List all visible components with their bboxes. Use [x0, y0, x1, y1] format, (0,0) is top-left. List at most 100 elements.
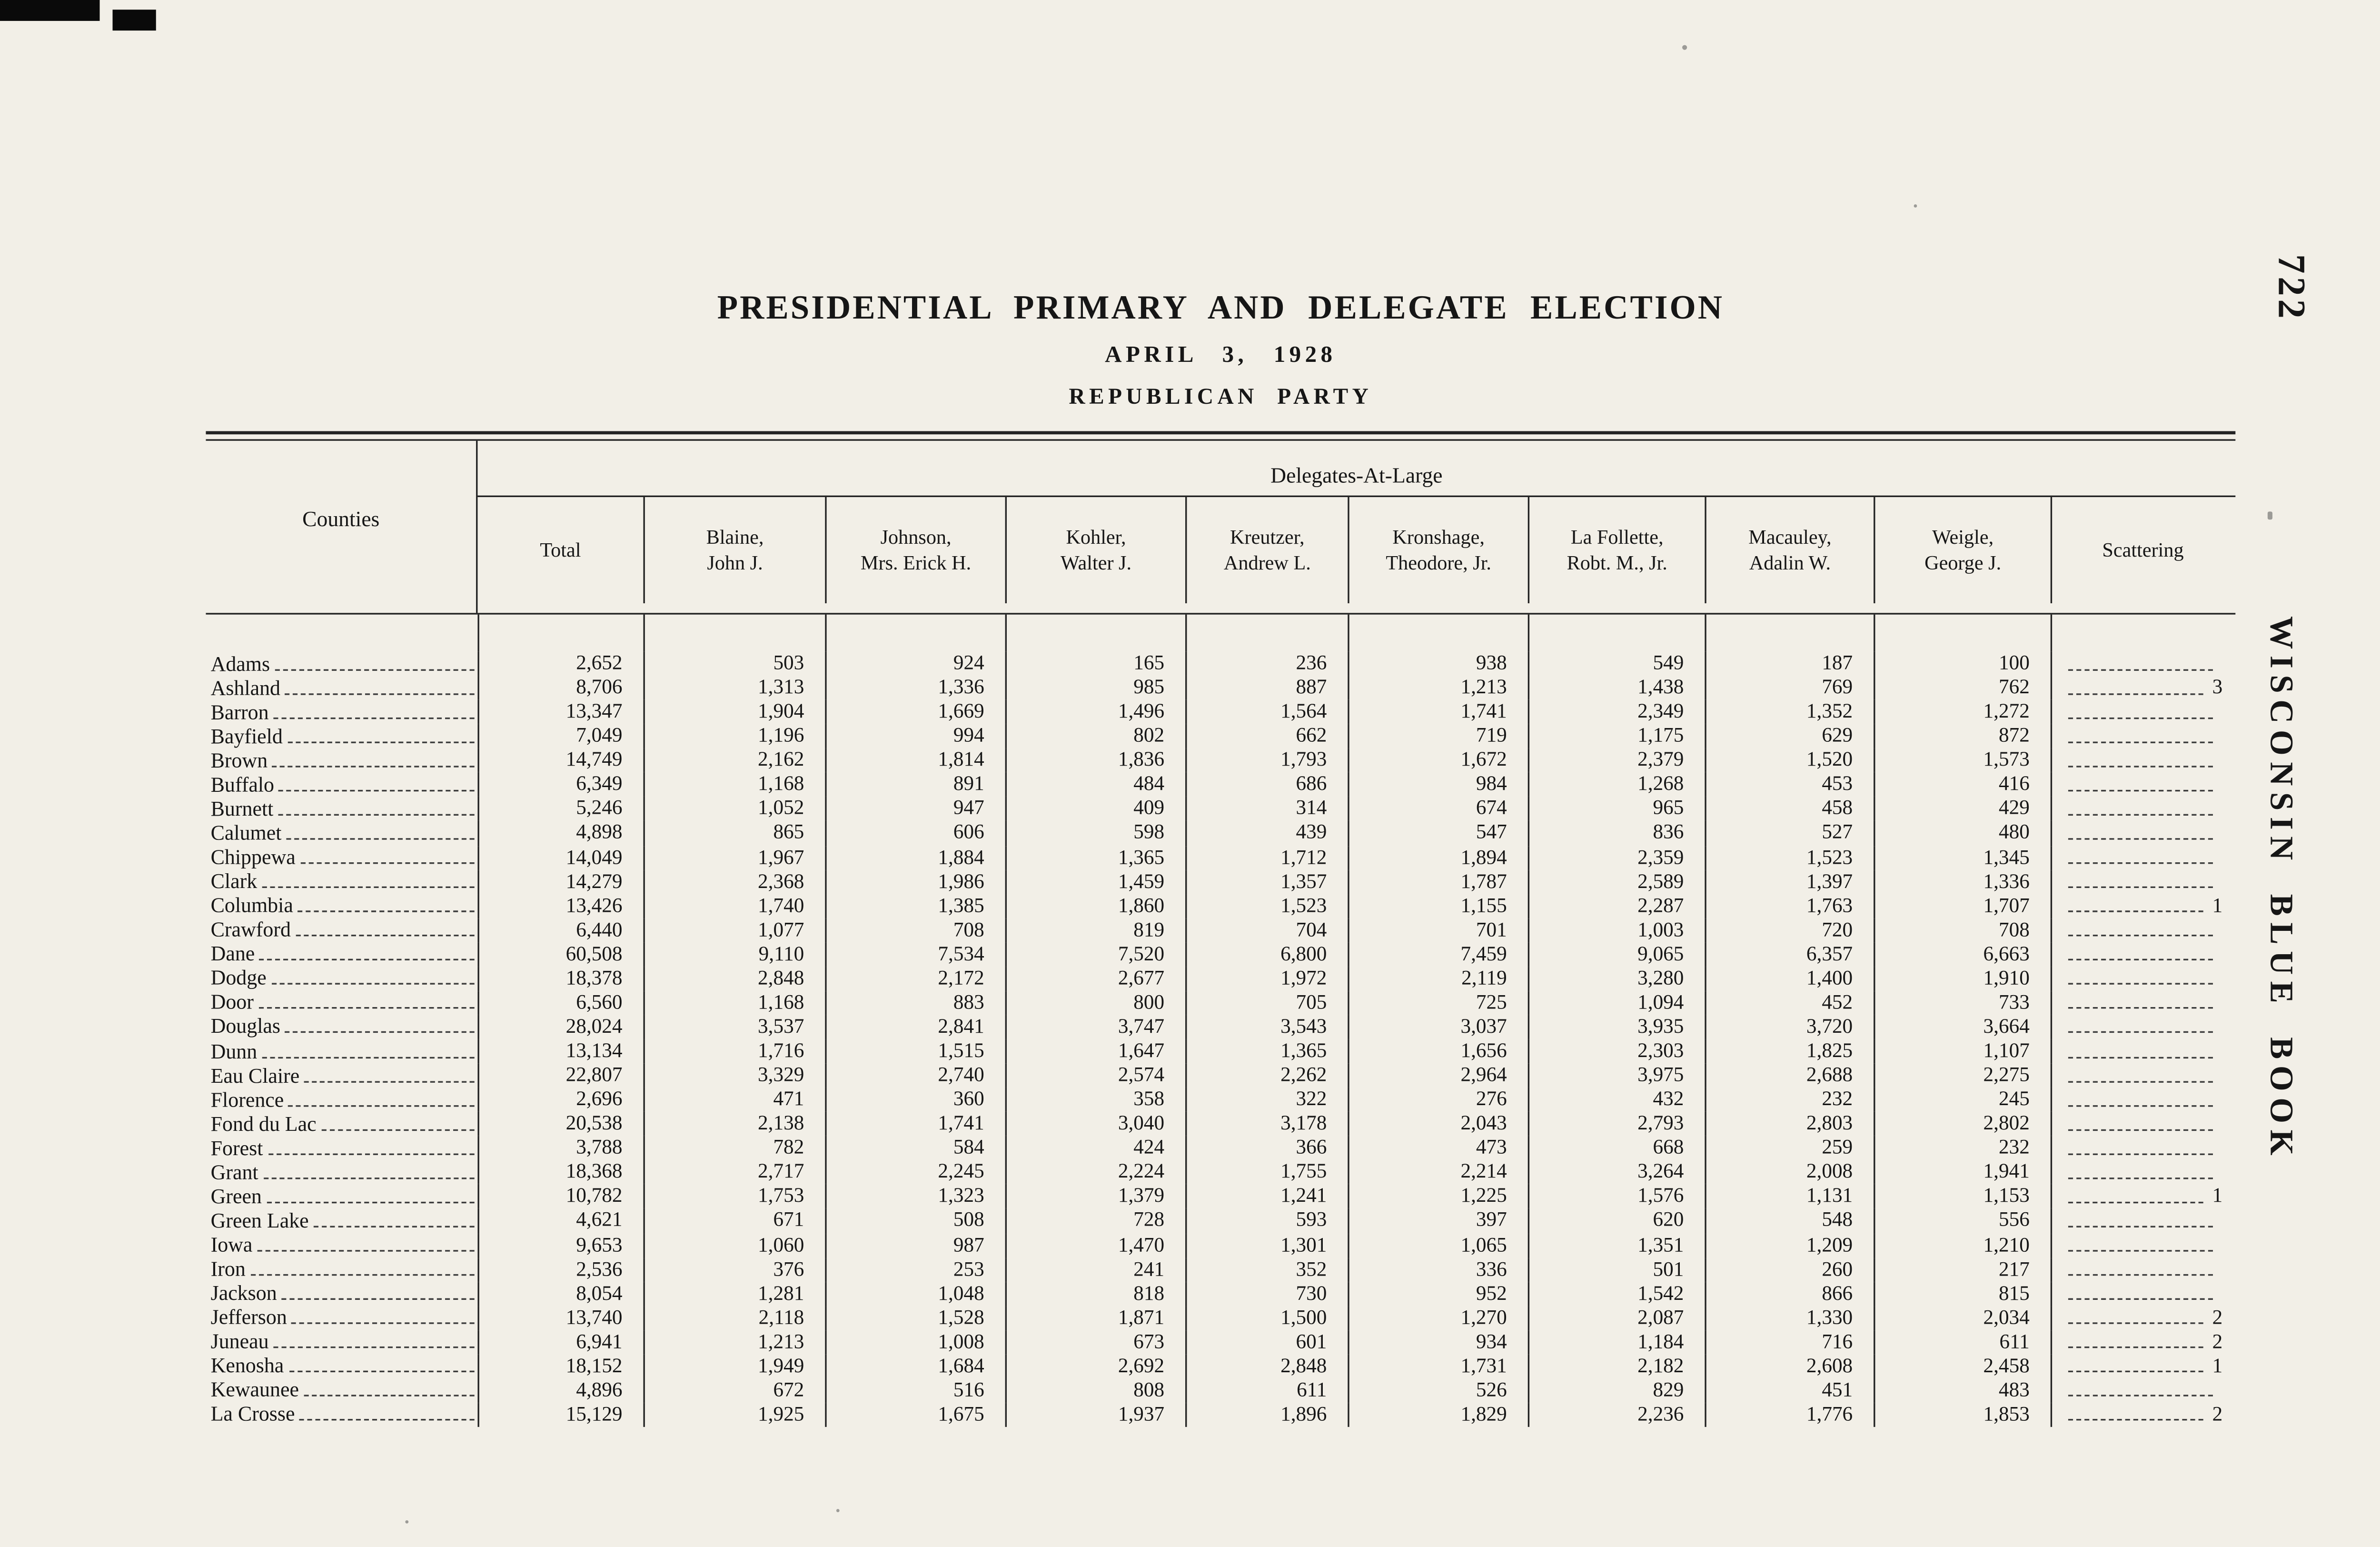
dashed-leader — [2068, 1127, 2213, 1131]
scan-speck — [405, 1520, 409, 1524]
vote-count-cell: 2,118 — [643, 1306, 825, 1330]
vote-count-cell: 276 — [1348, 1088, 1527, 1112]
dashed-leader — [2068, 1273, 2213, 1276]
scattering-cell — [2050, 1039, 2234, 1064]
vote-count-cell: 611 — [1185, 1378, 1348, 1403]
table-row: Columbia 13,426 1,740 1,385 1,860 1,523 1,155 2… — [206, 894, 2235, 918]
vote-count-cell: 314 — [1185, 797, 1348, 821]
county-cell: Ashland — [206, 676, 477, 700]
scattering-cell — [2050, 845, 2234, 870]
column-header-weigle: Weigle, George J. — [1874, 497, 2051, 603]
vote-count-cell: 620 — [1527, 1208, 1705, 1233]
table-row: Burnett 5,246 1,052 947 409 314 674 965 458 429 — [206, 797, 2235, 821]
table-row: Douglas 28,024 3,537 2,841 3,747 3,543 3,037 3,… — [206, 1015, 2235, 1039]
vote-count-cell: 3,037 — [1348, 1015, 1527, 1039]
county-name: Douglas — [210, 1015, 281, 1038]
vote-count-cell: 629 — [1705, 724, 1874, 749]
vote-count-cell: 14,049 — [477, 845, 643, 870]
vote-count-cell: 606 — [825, 821, 1005, 846]
vote-count-cell: 2,740 — [825, 1063, 1005, 1088]
county-cell: Eau Claire — [206, 1063, 477, 1088]
table-row: Forest 3,788 782 584 424 366 473 668 259 232 — [206, 1136, 2235, 1161]
vote-count-cell: 2,368 — [643, 869, 825, 894]
scattering-value: 3 — [2212, 676, 2223, 699]
table-row: Iowa 9,653 1,060 987 1,470 1,301 1,065 1,351 1,2… — [206, 1233, 2235, 1258]
vote-count-cell: 2,349 — [1527, 700, 1705, 725]
dashed-leader — [275, 667, 475, 670]
vote-count-cell: 800 — [1005, 990, 1185, 1015]
vote-count-cell: 2,841 — [825, 1015, 1005, 1039]
spacer-cell — [825, 614, 1005, 652]
vote-count-cell: 1,669 — [825, 700, 1005, 725]
dashed-leader — [304, 1394, 475, 1397]
vote-count-cell: 952 — [1348, 1281, 1527, 1306]
county-name: Green — [210, 1184, 262, 1208]
table-row: Barron 13,347 1,904 1,669 1,496 1,564 1,741 2,3… — [206, 700, 2235, 725]
spacer-cell — [643, 614, 825, 652]
vote-count-cell: 1,972 — [1185, 966, 1348, 991]
vote-count-cell: 2,214 — [1348, 1160, 1527, 1185]
vote-count-cell: 704 — [1185, 918, 1348, 943]
dashed-leader — [2068, 715, 2213, 719]
vote-count-cell: 3,280 — [1527, 966, 1705, 991]
dashed-leader — [262, 1055, 475, 1058]
vote-count-cell: 1,272 — [1874, 700, 2051, 725]
vote-count-cell: 965 — [1527, 797, 1705, 821]
scattering-cell — [2050, 1136, 2234, 1161]
vote-count-cell: 1,131 — [1705, 1184, 1874, 1209]
vote-count-cell: 458 — [1705, 797, 1874, 821]
vote-count-cell: 1,937 — [1005, 1402, 1185, 1427]
dashed-leader — [286, 837, 475, 840]
dashed-leader — [271, 982, 475, 985]
county-name: Jefferson — [210, 1306, 287, 1329]
vote-count-cell: 1,528 — [825, 1306, 1005, 1330]
vote-count-cell: 2,303 — [1527, 1039, 1705, 1064]
dashed-leader — [2068, 1394, 2213, 1397]
vote-count-cell: 866 — [1705, 1281, 1874, 1306]
scattering-value: 1 — [2212, 894, 2223, 917]
vote-count-cell: 2,162 — [643, 748, 825, 773]
vote-count-cell: 322 — [1185, 1088, 1348, 1112]
vote-count-cell: 6,440 — [477, 918, 643, 943]
vote-count-cell: 2,224 — [1005, 1160, 1185, 1185]
county-name: Door — [210, 990, 254, 1014]
vote-count-cell: 508 — [825, 1208, 1005, 1233]
vote-count-cell: 1,776 — [1705, 1402, 1874, 1427]
spacer-cell — [1527, 614, 1705, 652]
vote-count-cell: 2,848 — [643, 966, 825, 991]
spacer-cell — [2050, 614, 2234, 652]
vote-count-cell: 4,896 — [477, 1378, 643, 1403]
vote-count-cell: 1,716 — [643, 1039, 825, 1064]
vote-count-cell: 1,515 — [825, 1039, 1005, 1064]
vote-count-cell: 1,949 — [643, 1354, 825, 1379]
county-name: Ashland — [210, 676, 281, 699]
spacer-cell — [1185, 614, 1348, 652]
vote-count-cell: 985 — [1005, 676, 1185, 700]
vote-count-cell: 10,782 — [477, 1184, 643, 1209]
vote-count-cell: 1,836 — [1005, 748, 1185, 773]
vote-count-cell: 1,871 — [1005, 1306, 1185, 1330]
vote-count-cell: 439 — [1185, 821, 1348, 846]
vote-count-cell: 1,853 — [1874, 1402, 2051, 1427]
vote-count-cell: 6,800 — [1185, 942, 1348, 967]
vote-count-cell: 453 — [1705, 772, 1874, 797]
dashed-leader — [268, 1151, 475, 1155]
column-header-kronshage: Kronshage, Theodore, Jr. — [1348, 497, 1527, 603]
column-header-total: Total — [540, 539, 581, 561]
vote-count-cell: 1,520 — [1705, 748, 1874, 773]
vote-count-cell: 260 — [1705, 1257, 1874, 1282]
dashed-leader — [250, 1273, 475, 1276]
dashed-leader — [291, 1321, 475, 1325]
vote-count-cell: 1,077 — [643, 918, 825, 943]
vote-count-cell: 1,542 — [1527, 1281, 1705, 1306]
vote-count-cell: 1,896 — [1185, 1402, 1348, 1427]
vote-count-cell: 1,825 — [1705, 1039, 1874, 1064]
vote-count-cell: 887 — [1185, 676, 1348, 700]
vote-count-cell: 1,184 — [1527, 1330, 1705, 1355]
county-cell: La Crosse — [206, 1403, 477, 1427]
county-name: Crawford — [210, 918, 291, 942]
vote-count-cell: 802 — [1005, 724, 1185, 749]
vote-count-cell: 819 — [1005, 918, 1185, 943]
vote-count-cell: 18,368 — [477, 1160, 643, 1185]
vote-count-cell: 60,508 — [477, 942, 643, 967]
